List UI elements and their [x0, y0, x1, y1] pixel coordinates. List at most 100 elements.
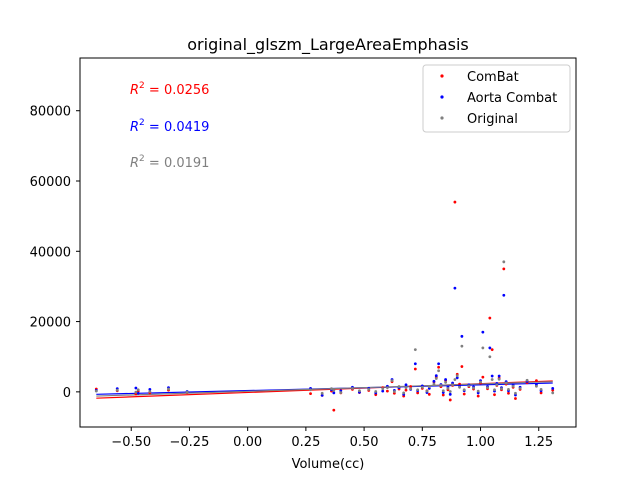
- data-point-combat: [448, 398, 452, 402]
- legend: ComBat Aorta Combat Original: [422, 64, 571, 133]
- data-point-original: [367, 387, 371, 391]
- r-squared-symbol: R: [130, 83, 139, 98]
- data-point-aorta-combat: [488, 346, 492, 350]
- data-point-original: [402, 391, 406, 395]
- data-point-combat: [409, 385, 413, 388]
- data-point-combat: [332, 408, 336, 412]
- data-point-aorta-combat: [136, 391, 140, 395]
- r-squared-annotations: R2 = 0.0256 R2 = 0.0419 R 2 = 0.0191: [130, 81, 209, 171]
- data-point-original: [397, 385, 401, 388]
- data-point-original: [493, 388, 496, 392]
- data-point-original: [392, 390, 396, 393]
- data-point-aorta-combat: [444, 378, 447, 381]
- data-point-aorta-combat: [381, 389, 385, 393]
- data-point-aorta-combat: [134, 386, 138, 390]
- data-point-aorta-combat: [502, 293, 506, 297]
- y-tick-label: 0: [63, 386, 71, 401]
- data-point-combat: [535, 379, 538, 383]
- r-squared-label: R2 = 0.0419: [130, 118, 209, 135]
- data-point-original: [351, 386, 354, 390]
- data-point-original: [453, 378, 457, 381]
- data-point-aorta-combat: [332, 391, 336, 395]
- y-tick-label: 20000: [30, 316, 71, 331]
- legend-box: [422, 64, 571, 133]
- data-point-combat: [427, 392, 431, 396]
- fit-lines: [96, 380, 553, 399]
- data-point-original: [507, 387, 510, 391]
- plot-area: [94, 200, 555, 412]
- data-point-aorta-combat: [434, 374, 438, 378]
- data-point-combat: [481, 375, 485, 379]
- data-point-combat: [502, 267, 506, 271]
- r-squared-value: = 0.0191: [145, 156, 210, 171]
- data-point-combat: [385, 389, 389, 393]
- data-point-original: [427, 385, 431, 388]
- y-tick-label: 80000: [30, 105, 71, 120]
- plot-frame: [79, 57, 577, 428]
- data-point-original: [416, 388, 420, 392]
- data-point-original: [460, 344, 464, 348]
- data-point-original: [320, 391, 324, 395]
- data-point-original: [437, 369, 441, 373]
- data-point-original: [381, 387, 385, 391]
- r-squared-value: = 0.0419: [145, 120, 210, 135]
- data-point-original: [511, 384, 515, 388]
- data-point-original: [441, 389, 445, 393]
- x-tick-label: 1.25: [524, 435, 553, 450]
- data-point-combat: [488, 316, 492, 320]
- fit-line-original: [96, 381, 553, 397]
- data-point-original: [502, 260, 506, 264]
- data-point-combat: [416, 391, 420, 395]
- data-point-original: [420, 385, 424, 389]
- x-tick-label: 1.00: [466, 435, 495, 450]
- data-point-combat: [453, 200, 457, 204]
- data-point-original: [497, 377, 501, 381]
- data-point-aorta-combat: [551, 386, 555, 390]
- data-point-original: [385, 386, 389, 390]
- data-point-original: [458, 385, 461, 389]
- data-point-original: [425, 389, 429, 393]
- x-axis: −0.50 −0.25 0.00 0.25 0.50 0.75 1.00 1.25: [111, 427, 553, 450]
- data-point-original: [551, 391, 555, 395]
- legend-marker-combat: [440, 74, 444, 78]
- data-point-original: [448, 390, 452, 393]
- data-point-combat: [493, 393, 496, 397]
- data-point-aorta-combat: [455, 376, 459, 380]
- r-squared-symbol: R: [130, 156, 139, 171]
- data-point-aorta-combat: [460, 334, 464, 338]
- data-point-original: [115, 388, 119, 392]
- data-point-original: [134, 390, 138, 394]
- data-point-combat: [507, 391, 510, 395]
- data-point-original: [504, 381, 508, 385]
- data-point-original: [535, 384, 538, 388]
- r-squared-label: R2 = 0.0256: [130, 81, 209, 98]
- data-point-original: [518, 386, 522, 390]
- data-point-original: [432, 382, 436, 386]
- data-point-original: [500, 387, 503, 391]
- data-point-original: [486, 386, 489, 390]
- data-point-original: [495, 383, 499, 387]
- data-point-combat: [539, 391, 543, 395]
- r-squared-value: = 0.0256: [145, 83, 210, 98]
- data-point-aorta-combat: [320, 393, 324, 397]
- data-point-original: [446, 386, 450, 390]
- data-point-original: [481, 346, 485, 350]
- x-axis-label: Volume(cc): [292, 457, 365, 472]
- x-tick-label: −0.25: [170, 435, 210, 450]
- data-point-original: [413, 348, 417, 352]
- data-point-original: [332, 389, 336, 392]
- legend-label-aorta-combat: Aorta Combat: [467, 91, 557, 106]
- data-point-combat: [462, 392, 466, 396]
- data-point-original: [439, 384, 443, 387]
- data-point-aorta-combat: [148, 387, 152, 391]
- chart-title: original_glszm_LargeAreaEmphasis: [187, 35, 468, 55]
- data-point-aorta-combat: [497, 374, 501, 378]
- x-tick-label: −0.50: [111, 435, 151, 450]
- data-point-original: [476, 389, 480, 393]
- data-point-original: [451, 383, 454, 387]
- r-squared-superscript: 2: [139, 118, 145, 128]
- data-point-original: [539, 387, 543, 391]
- data-point-combat: [404, 388, 408, 392]
- data-point-original: [514, 391, 517, 395]
